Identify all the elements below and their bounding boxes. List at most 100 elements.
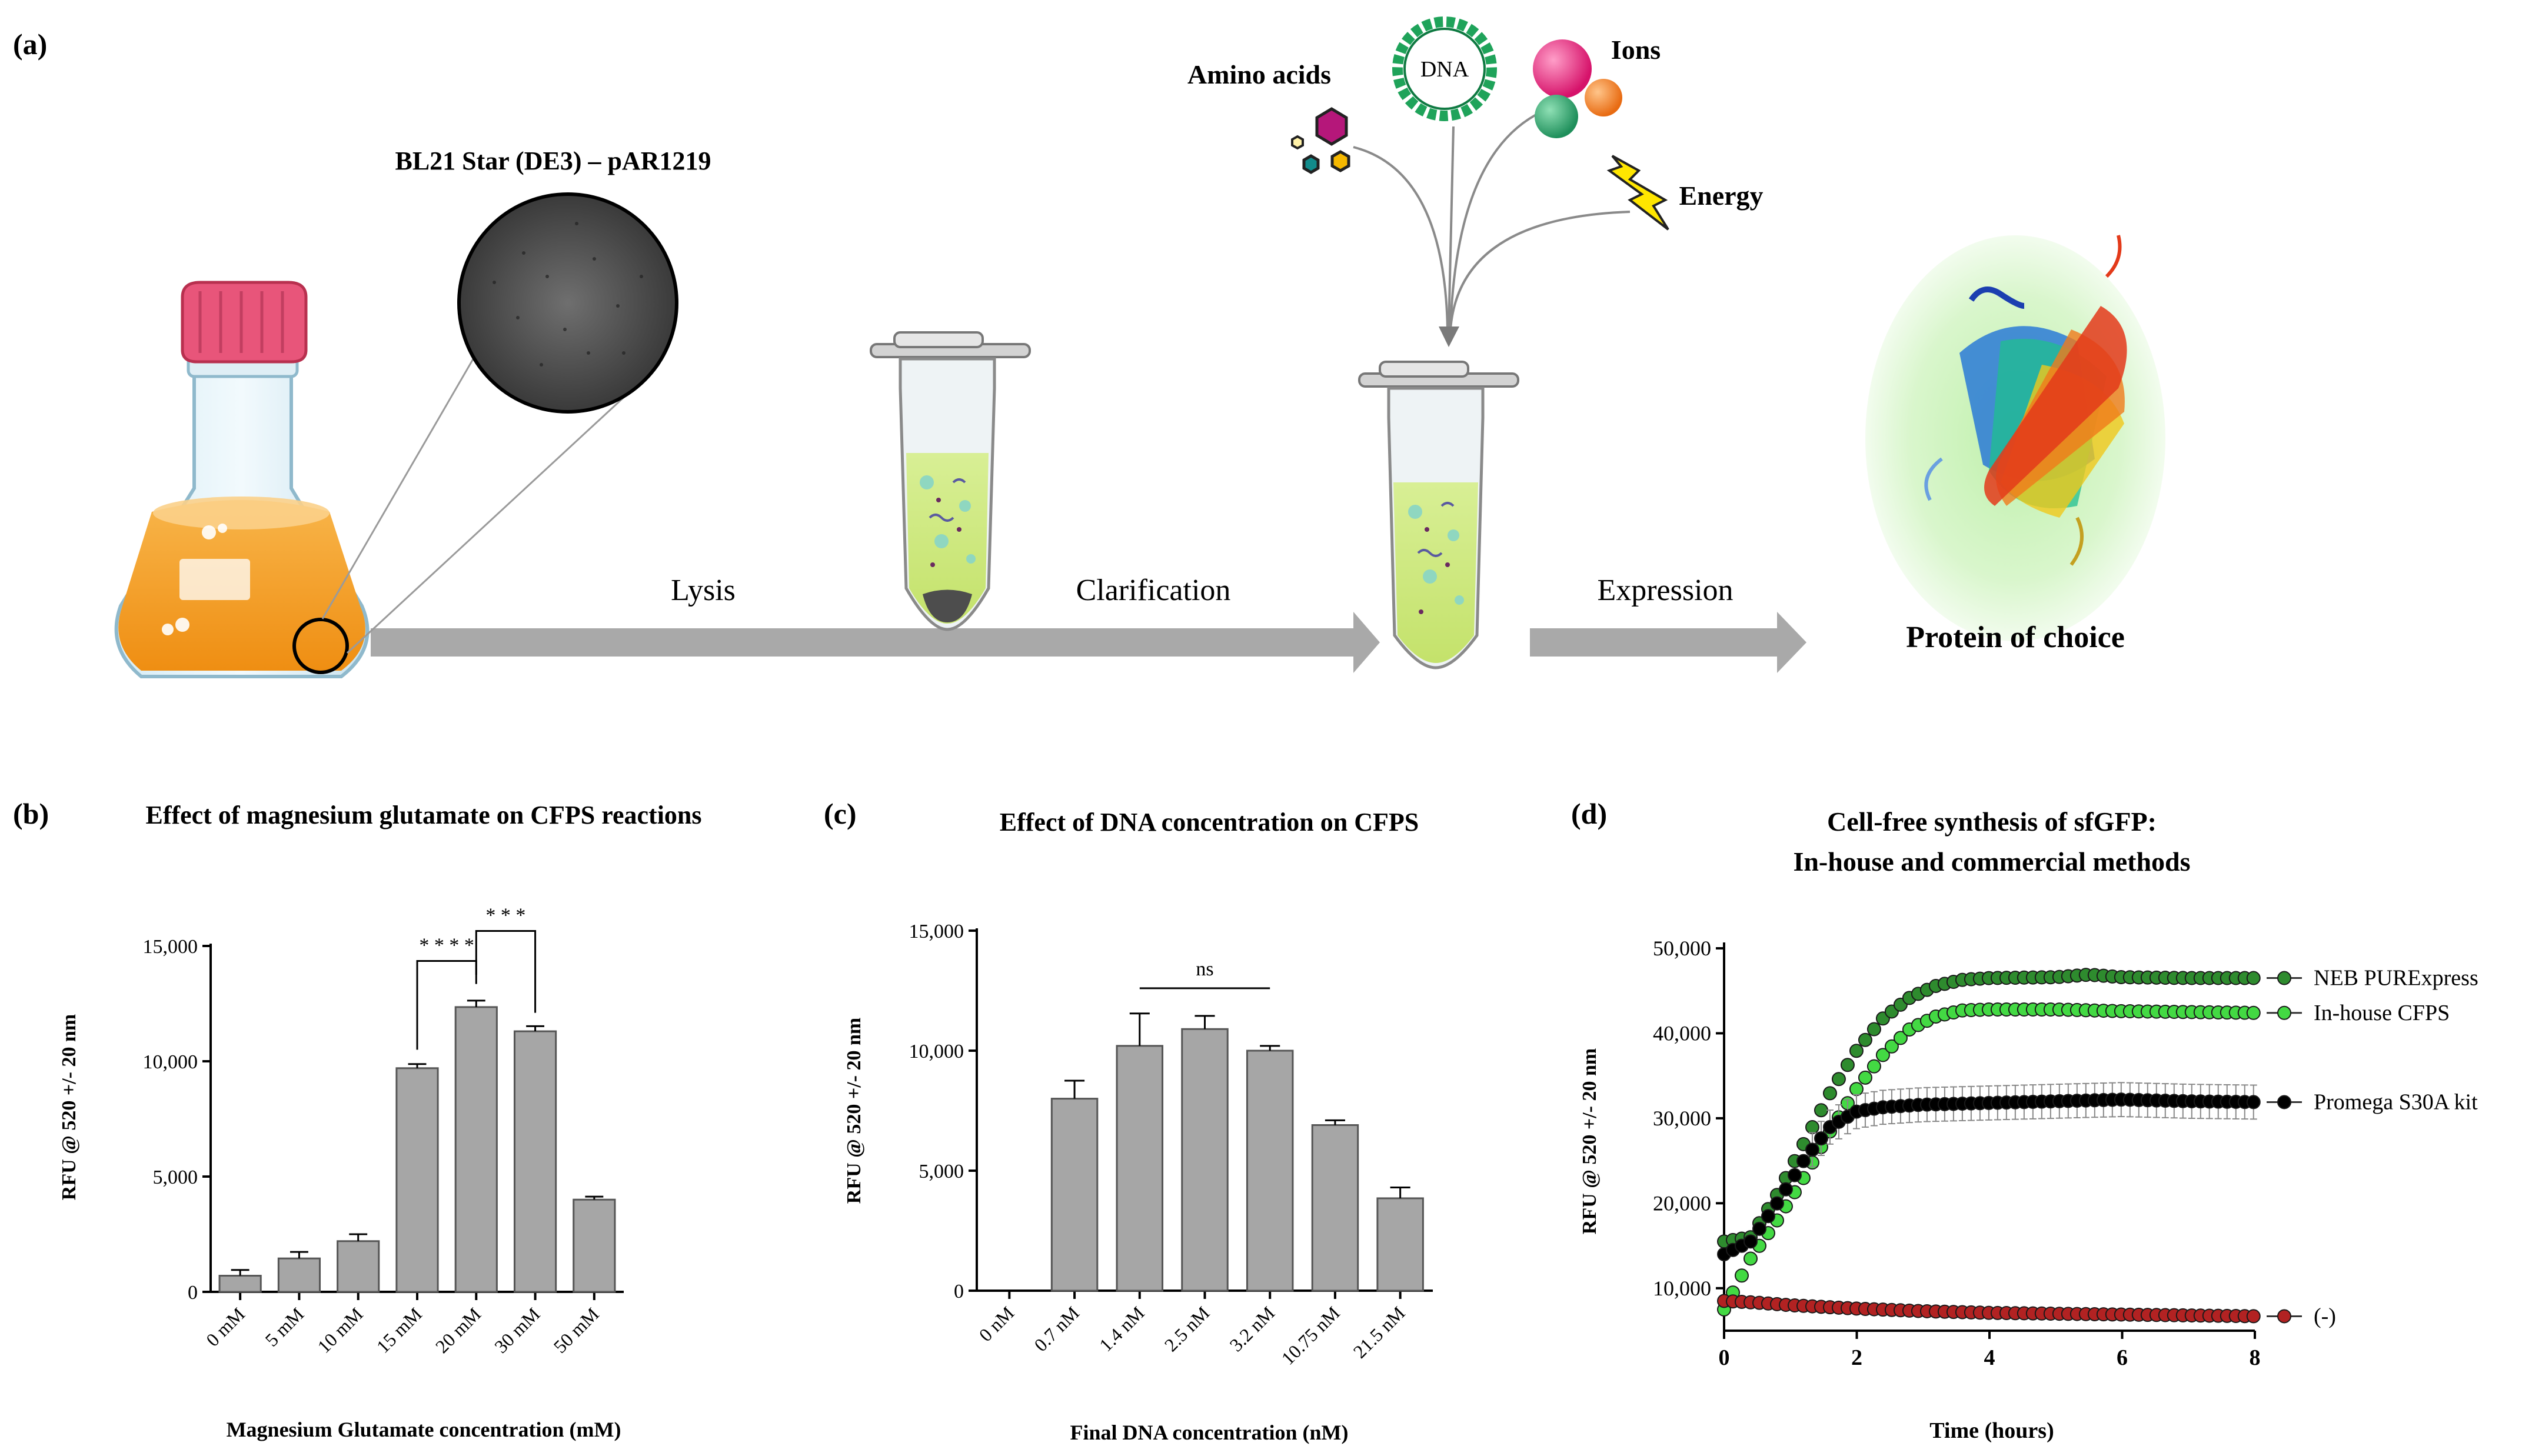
bar <box>1050 1098 1099 1292</box>
data-point <box>2246 1095 2261 1110</box>
x-tick-label: 8 <box>2250 1345 2261 1370</box>
x-tick-label: 2 <box>1851 1345 1862 1370</box>
panel-c-label: (c) <box>824 797 857 830</box>
data-point <box>1743 1234 1758 1249</box>
step-clarification-label: Clarification <box>1076 574 1231 607</box>
zoom-line-upper <box>321 352 478 619</box>
x-tick-label: 0 nM <box>974 1302 1018 1345</box>
chart-b-ylabel: RFU @ 520 +/- 20 nm <box>58 1014 80 1200</box>
energy-label: Energy <box>1679 181 1763 211</box>
x-tick-label: 4 <box>1984 1345 1995 1370</box>
bar <box>218 1275 262 1293</box>
data-point <box>2246 1005 2261 1020</box>
protein-label: Protein of choice <box>1906 621 2125 654</box>
amino-acids-icon <box>1291 107 1350 174</box>
bar <box>1376 1197 1424 1292</box>
amino-acids-label: Amino acids <box>1187 59 1331 89</box>
y-tick-label: 20,000 <box>1653 1191 1711 1215</box>
x-tick-label: 10 mM <box>313 1303 367 1357</box>
sfgfp-synthesis-time-course-chart: (d) Cell-free synthesis of sfGFP: In-hou… <box>1571 797 2478 1443</box>
y-tick-label: 0 <box>954 1281 964 1302</box>
chart-c-title: Effect of DNA concentration on CFPS <box>1000 808 1419 837</box>
protein-structure-icon <box>1865 235 2165 641</box>
legend-marker <box>2277 1005 2291 1020</box>
x-tick-label: 5 mM <box>261 1303 308 1350</box>
bar <box>454 1006 498 1293</box>
ingredient-arrowhead <box>1439 326 1459 347</box>
data-point <box>1858 1032 1872 1047</box>
x-tick-label: 0 mM <box>202 1303 249 1350</box>
data-point <box>1752 1221 1766 1236</box>
data-point <box>1743 1251 1758 1266</box>
reaction-tube-icon <box>1358 361 1519 669</box>
data-point <box>1796 1154 1811 1168</box>
bar <box>1311 1124 1359 1292</box>
bar <box>277 1257 321 1293</box>
x-tick-label: 20 mM <box>431 1303 485 1357</box>
significance-label: * * * * <box>419 934 474 956</box>
data-point <box>1831 1072 1846 1087</box>
x-tick-label: 1.4 nM <box>1095 1302 1149 1355</box>
y-tick-label: 50,000 <box>1653 937 1711 960</box>
step-expression-label: Expression <box>1597 574 1733 607</box>
x-tick-label: 50 mM <box>549 1303 603 1357</box>
data-point <box>1734 1268 1749 1283</box>
legend-label: (-) <box>2314 1304 2336 1328</box>
lysate-tube-icon <box>870 331 1031 631</box>
y-tick-label: 10,000 <box>909 1041 964 1062</box>
data-point <box>2246 971 2261 985</box>
process-arrow <box>371 612 1806 673</box>
bar <box>513 1030 557 1293</box>
bar <box>573 1198 616 1293</box>
data-point <box>1866 1022 1881 1037</box>
y-tick-label: 0 <box>188 1282 198 1304</box>
ions-icon <box>1533 39 1622 138</box>
y-tick-label: 5,000 <box>153 1167 198 1188</box>
significance-label: ns <box>1196 958 1213 980</box>
cell-micrograph-icon <box>457 192 678 414</box>
micrograph-texture <box>493 222 643 367</box>
data-point <box>1858 1070 1872 1085</box>
dna-concentration-bar-chart: (c) Effect of DNA concentration on CFPS … <box>824 797 1433 1444</box>
legend-marker <box>2277 971 2291 985</box>
chart-d-title-line2: In-house and commercial methods <box>1793 847 2190 877</box>
x-tick-label: 0.7 nM <box>1030 1302 1083 1355</box>
y-tick-label: 15,000 <box>909 921 964 942</box>
data-point <box>1840 1058 1855 1072</box>
chart-b-title: Effect of magnesium glutamate on CFPS re… <box>145 801 701 829</box>
data-point <box>1787 1168 1802 1182</box>
bar <box>337 1240 380 1293</box>
data-point <box>1769 1196 1784 1211</box>
data-point <box>1822 1086 1837 1101</box>
legend-marker <box>2277 1095 2291 1110</box>
panel-d-label: (d) <box>1571 797 1607 830</box>
y-tick-label: 40,000 <box>1653 1021 1711 1045</box>
chart-d-ylabel: RFU @ 520 +/- 20 nm <box>1579 1048 1601 1234</box>
panel-a-label: (a) <box>13 28 47 61</box>
dna-plasmid-icon <box>1392 16 1497 121</box>
x-tick-label: 3.2 nM <box>1225 1302 1279 1355</box>
energy-bolt-icon <box>1606 155 1669 231</box>
x-tick-label: 15 mM <box>372 1303 425 1357</box>
significance-label: * * * <box>485 905 525 927</box>
y-tick-label: 5,000 <box>919 1161 964 1182</box>
legend-marker <box>2277 1309 2291 1324</box>
data-point <box>1761 1209 1775 1224</box>
data-point <box>1778 1182 1793 1197</box>
panel-a: (a) Lysis Clarification Expression <box>13 16 2165 678</box>
data-point <box>1814 1131 1828 1146</box>
data-point <box>1849 1044 1864 1058</box>
data-point <box>1805 1120 1819 1135</box>
magnesium-glutamate-bar-chart: (b) Effect of magnesium glutamate on CFP… <box>13 797 702 1441</box>
bar <box>1181 1028 1229 1292</box>
chart-d-xlabel: Time (hours) <box>1929 1418 2054 1443</box>
legend-label: Promega S30A kit <box>2314 1089 2478 1114</box>
culture-flask-icon <box>114 281 370 678</box>
x-tick-label: 2.5 nM <box>1160 1302 1214 1355</box>
significance-bracket <box>475 930 537 1013</box>
step-lysis-label: Lysis <box>671 574 736 607</box>
chart-d-title-line1: Cell-free synthesis of sfGFP: <box>1827 807 2157 837</box>
data-point <box>1893 1031 1908 1045</box>
bar <box>395 1067 439 1293</box>
